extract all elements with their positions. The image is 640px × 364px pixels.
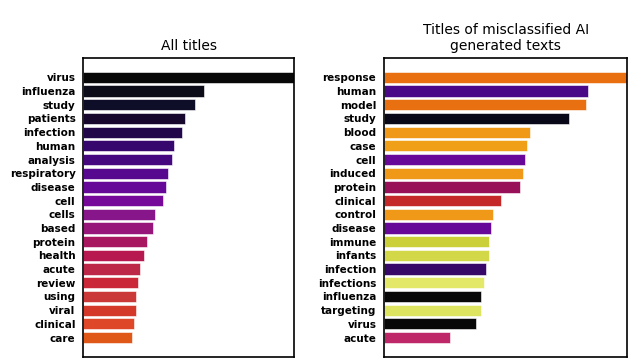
Bar [83, 154, 172, 165]
Bar [384, 181, 520, 193]
Bar [384, 264, 486, 275]
Bar [83, 250, 145, 261]
Bar [384, 86, 588, 97]
Bar [83, 291, 136, 302]
Bar [83, 99, 195, 110]
Bar [384, 291, 481, 302]
Bar [384, 305, 481, 316]
Bar [384, 154, 525, 165]
Bar [384, 72, 627, 83]
Bar [83, 318, 134, 329]
Bar [384, 236, 488, 247]
Title: All titles: All titles [161, 39, 217, 53]
Bar [384, 195, 500, 206]
Bar [83, 277, 138, 288]
Bar [384, 168, 523, 179]
Bar [83, 236, 147, 247]
Bar [83, 264, 140, 275]
Bar [384, 332, 450, 343]
Bar [83, 332, 132, 343]
Bar [384, 250, 488, 261]
Bar [83, 209, 155, 220]
Bar [384, 99, 586, 110]
Bar [384, 127, 530, 138]
Bar [83, 140, 174, 151]
Bar [83, 195, 163, 206]
Title: Titles of misclassified AI
generated texts: Titles of misclassified AI generated tex… [422, 23, 589, 53]
Bar [83, 86, 204, 97]
Bar [83, 72, 294, 83]
Bar [83, 181, 166, 193]
Bar [384, 222, 491, 234]
Bar [384, 318, 476, 329]
Bar [83, 168, 168, 179]
Bar [83, 222, 153, 234]
Bar [83, 127, 182, 138]
Bar [83, 305, 136, 316]
Bar [384, 140, 527, 151]
Bar [83, 113, 184, 124]
Bar [384, 209, 493, 220]
Bar [384, 113, 569, 124]
Bar [384, 277, 484, 288]
